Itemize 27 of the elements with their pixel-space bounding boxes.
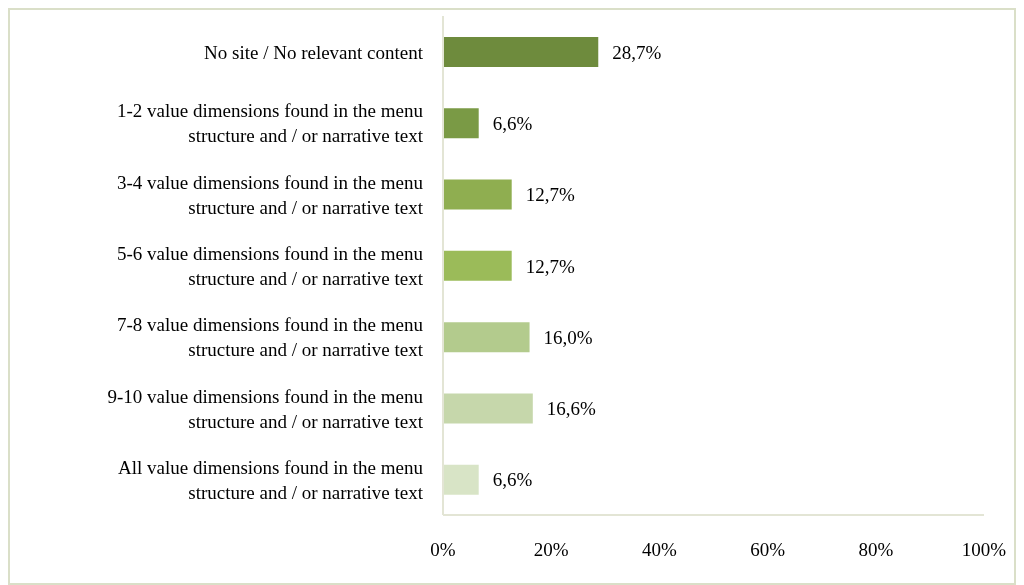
y-tick-label: 1-2 value dimensions found in the menu structure and / or narrative text	[116, 99, 424, 146]
data-label: 12,7%	[525, 184, 575, 206]
x-tick-label: 0%	[430, 539, 456, 561]
y-tick-label: 3-4 value dimensions found in the menu structure and / or narrative text	[116, 171, 424, 218]
data-label: 12,7%	[525, 255, 575, 277]
x-tick-label: 80%	[858, 539, 894, 561]
data-label: 6,6%	[492, 113, 533, 135]
bar	[443, 108, 479, 139]
bar	[443, 250, 512, 281]
bar	[443, 179, 512, 210]
y-tick-label: 5-6 value dimensions found in the menu structure and / or narrative text	[116, 242, 424, 289]
data-label: 28,7%	[612, 41, 662, 63]
y-tick-label: 9-10 value dimensions found in the menu structure and / or narrative text	[107, 385, 424, 432]
y-tick-label: 7-8 value dimensions found in the menu structure and / or narrative text	[116, 313, 424, 360]
x-tick-label: 100%	[961, 539, 1007, 561]
x-tick-label: 40%	[641, 539, 677, 561]
y-tick-label: All value dimensions found in the menu structure and / or narrative text	[117, 456, 424, 503]
data-label: 16,0%	[543, 326, 593, 348]
x-tick-label: 20%	[533, 539, 569, 561]
y-tick-label: No site / No relevant content	[204, 41, 424, 63]
bar	[443, 322, 530, 353]
data-label: 6,6%	[492, 469, 533, 491]
bar	[443, 393, 533, 424]
x-tick-label: 60%	[750, 539, 786, 561]
bar	[443, 464, 479, 495]
bar	[443, 37, 599, 67]
data-label: 16,6%	[546, 398, 597, 420]
